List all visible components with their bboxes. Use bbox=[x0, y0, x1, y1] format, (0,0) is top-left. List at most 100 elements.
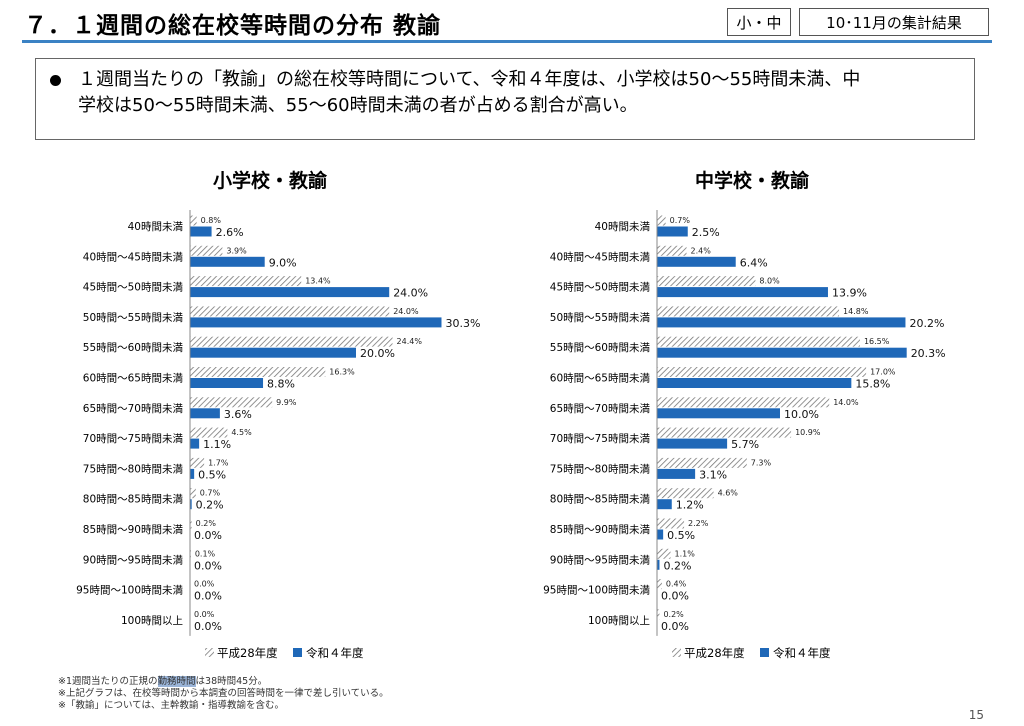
elementary-bar-h28 bbox=[190, 276, 302, 287]
period-tag: 10･11月の集計結果 bbox=[799, 8, 989, 36]
elementary-bar-r4 bbox=[190, 226, 212, 237]
junior-high-category-label: 100時間以上 bbox=[588, 615, 650, 627]
junior-high-label-r4: 0.2% bbox=[663, 559, 691, 572]
junior-high-label-h28: 7.3% bbox=[751, 458, 772, 467]
junior-high-label-r4: 3.1% bbox=[699, 468, 727, 481]
junior-high-bar-h28 bbox=[657, 609, 660, 620]
elementary-category-label: 50時間～55時間未満 bbox=[83, 312, 184, 324]
junior-high-category-label: 95時間～100時間未満 bbox=[543, 585, 650, 597]
elementary-bar-r4 bbox=[190, 256, 265, 267]
elementary-bar-r4 bbox=[190, 287, 390, 298]
junior-high-bar-r4 bbox=[657, 559, 660, 570]
elementary-legend-h28-swatch bbox=[205, 648, 214, 657]
elementary-label-r4: 1.1% bbox=[203, 438, 231, 451]
junior-high-label-r4: 20.2% bbox=[909, 317, 944, 330]
junior-high-label-r4: 20.3% bbox=[911, 347, 946, 360]
junior-high-category-label: 50時間～55時間未満 bbox=[550, 312, 651, 324]
junior-high-label-h28: 4.6% bbox=[718, 489, 739, 498]
junior-high-label-r4: 1.2% bbox=[676, 499, 704, 512]
elementary-bar-h28 bbox=[190, 427, 228, 438]
elementary-bar-h28 bbox=[190, 245, 223, 256]
elementary-bar-r4 bbox=[190, 347, 356, 358]
elementary-legend-r4-swatch bbox=[293, 648, 302, 657]
junior-high-label-h28: 2.2% bbox=[688, 519, 709, 528]
junior-high-bar-h28 bbox=[657, 215, 666, 226]
footnote-1-pre: ※1週間当たりの正規の bbox=[58, 676, 158, 687]
elementary-label-h28: 9.9% bbox=[276, 398, 297, 407]
junior-high-label-h28: 16.5% bbox=[864, 337, 890, 346]
junior-high-label-r4: 0.0% bbox=[661, 590, 689, 603]
elementary-label-h28: 3.9% bbox=[226, 246, 247, 255]
elementary-label-r4: 8.8% bbox=[267, 378, 295, 391]
junior-high-label-r4: 2.5% bbox=[692, 226, 720, 239]
junior-high-bar-h28 bbox=[657, 488, 714, 499]
junior-high-bar-r4 bbox=[657, 408, 780, 419]
elementary-bar-r4 bbox=[190, 317, 442, 328]
elementary-category-label: 80時間～85時間未満 bbox=[83, 494, 184, 506]
junior-high-bar-h28 bbox=[657, 548, 671, 559]
elementary-category-label: 45時間～50時間未満 bbox=[83, 282, 184, 294]
elementary-category-label: 65時間～70時間未満 bbox=[83, 403, 184, 415]
junior-high-label-r4: 10.0% bbox=[784, 408, 819, 421]
page-number: 15 bbox=[968, 708, 984, 722]
elementary-category-label: 70時間～75時間未満 bbox=[83, 433, 184, 445]
elementary-category-label: 60時間～65時間未満 bbox=[83, 373, 184, 385]
elementary-label-h28: 4.5% bbox=[231, 428, 252, 437]
junior-high-category-label: 70時間～75時間未満 bbox=[550, 433, 651, 445]
junior-high-category-label: 75時間～80時間未満 bbox=[550, 463, 651, 475]
elementary-label-h28: 13.4% bbox=[305, 277, 331, 286]
elementary-bar-h28 bbox=[190, 215, 197, 226]
footnote-1: ※1週間当たりの正規の勤務時間は38時間45分。 bbox=[58, 676, 389, 688]
junior-high-category-label: 90時間～95時間未満 bbox=[550, 554, 651, 566]
elementary-bar-h28 bbox=[190, 367, 326, 377]
elementary-label-r4: 0.0% bbox=[194, 529, 222, 542]
elementary-category-label: 100時間以上 bbox=[121, 615, 183, 627]
elementary-label-r4: 2.6% bbox=[216, 226, 244, 239]
junior-high-bar-r4 bbox=[657, 468, 696, 479]
junior-high-label-r4: 5.7% bbox=[731, 438, 759, 451]
elementary-bar-h28 bbox=[190, 518, 192, 529]
summary-line-1: １週間当たりの「教諭」の総在校等時間について、令和４年度は、小学校は50～55時… bbox=[78, 69, 861, 90]
junior-high-bar-h28 bbox=[657, 397, 830, 408]
elementary-label-h28: 24.0% bbox=[393, 307, 419, 316]
junior-high-label-r4: 0.5% bbox=[667, 529, 695, 542]
elementary-category-label: 40時間未満 bbox=[128, 221, 184, 233]
elementary-label-h28: 16.3% bbox=[329, 368, 355, 377]
elementary-label-h28: 0.8% bbox=[201, 216, 222, 225]
elementary-legend-h28-label: 平成28年度 bbox=[217, 646, 278, 660]
elementary-label-r4: 0.0% bbox=[194, 590, 222, 603]
junior-high-category-label: 55時間～60時間未満 bbox=[550, 342, 651, 354]
junior-high-bar-h28 bbox=[657, 276, 756, 287]
footnote-2: ※上記グラフは、在校等時間から本調査の回答時間を一律で差し引いている。 bbox=[58, 688, 389, 699]
junior-high-bar-h28 bbox=[657, 579, 662, 590]
junior-high-bar-r4 bbox=[657, 438, 728, 449]
junior-high-legend-h28-label: 平成28年度 bbox=[684, 646, 745, 660]
bullet-icon bbox=[50, 75, 61, 86]
page-title: ７．１週間の総在校等時間の分布 教諭 bbox=[24, 13, 442, 39]
elementary-label-h28: 1.7% bbox=[208, 458, 229, 467]
elementary-label-r4: 0.2% bbox=[196, 499, 224, 512]
junior-high-bar-r4 bbox=[657, 378, 852, 388]
elementary-bar-h28 bbox=[190, 336, 393, 347]
junior-high-bar-r4 bbox=[657, 499, 672, 510]
junior-high-bar-r4 bbox=[657, 226, 688, 237]
junior-high-category-label: 60時間～65時間未満 bbox=[550, 373, 651, 385]
junior-high-bar-r4 bbox=[657, 256, 736, 267]
elementary-label-h28: 0.7% bbox=[200, 489, 221, 498]
elementary-label-h28: 0.0% bbox=[194, 580, 215, 589]
footnotes: ※1週間当たりの正規の勤務時間は38時間45分。 ※上記グラフは、在校等時間から… bbox=[58, 676, 389, 712]
junior-high-bar-r4 bbox=[657, 347, 907, 358]
elementary-label-h28: 0.0% bbox=[194, 610, 215, 619]
junior-high-label-h28: 0.7% bbox=[670, 216, 691, 225]
elementary-label-h28: 0.1% bbox=[195, 549, 216, 558]
elementary-label-r4: 9.0% bbox=[269, 256, 297, 269]
junior-high-label-r4: 6.4% bbox=[740, 256, 768, 269]
junior-high-label-h28: 14.8% bbox=[843, 307, 869, 316]
elementary-chart-title: 小学校・教諭 bbox=[213, 169, 328, 192]
elementary-category-label: 90時間～95時間未満 bbox=[83, 554, 184, 566]
elementary-category-label: 40時間～45時間未満 bbox=[83, 251, 184, 263]
junior-high-category-label: 85時間～90時間未満 bbox=[550, 524, 651, 536]
junior-high-label-h28: 10.9% bbox=[795, 428, 821, 437]
elementary-bar-r4 bbox=[190, 468, 195, 479]
